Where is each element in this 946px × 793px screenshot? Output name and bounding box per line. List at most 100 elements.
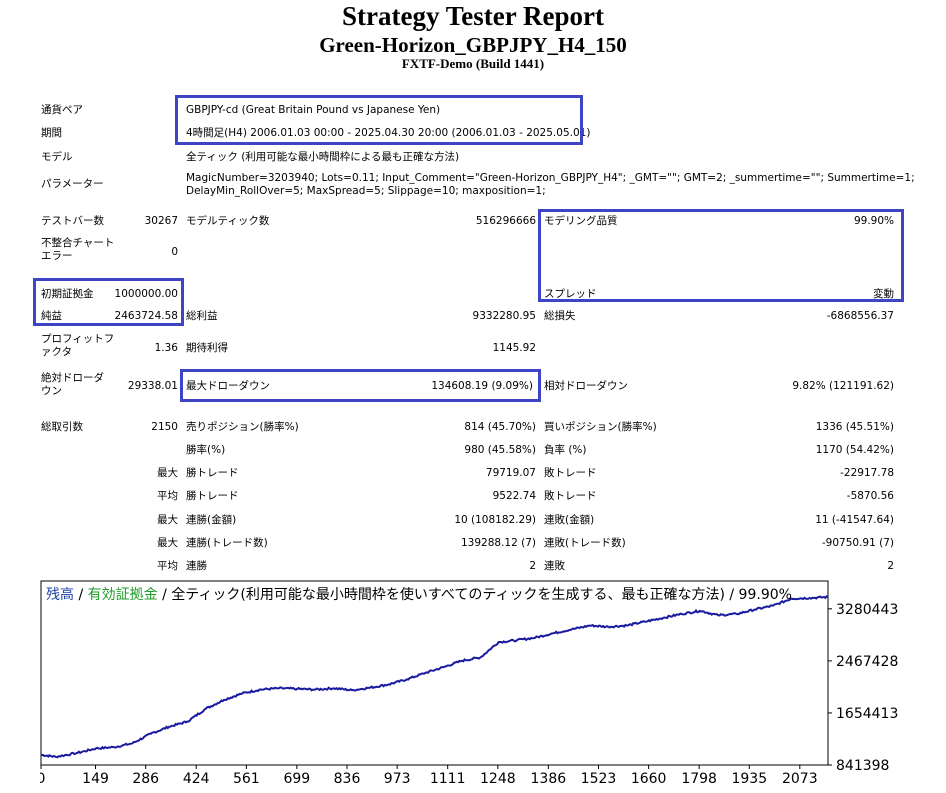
- x-tick-label: 149: [82, 771, 109, 787]
- model-label: モデル: [41, 151, 73, 163]
- x-tick-label: 561: [233, 771, 260, 787]
- loss-rate-value: 1170 (54.42%): [815, 444, 894, 456]
- max-cons-amt-word: 最大: [157, 514, 178, 526]
- report-subtitle: Green-Horizon_GBPJPY_H4_150: [319, 33, 627, 57]
- chart-legend: 残高 / 有効証拠金 / 全ティック(利用可能な最小時間枠を使いすべてのティック…: [46, 584, 792, 604]
- cons-wins-count-label: 連勝(トレード数): [186, 537, 268, 549]
- symbol-period-highlight: [175, 95, 583, 145]
- legend-separator: /: [74, 587, 88, 603]
- quality-spread-highlight: [538, 209, 904, 302]
- x-tick-label: 0: [40, 771, 45, 787]
- period-value: 4時間足(H4) 2006.01.03 00:00 - 2025.04.30 2…: [186, 127, 591, 139]
- cons-wins-count-value: 139288.12 (7): [461, 537, 536, 549]
- x-tick-label: 1798: [681, 771, 717, 787]
- mismatch-label: 不整合チャートエラー: [41, 237, 115, 262]
- model-value: 全ティック (利用可能な最小時間枠による最も正確な方法): [186, 151, 460, 163]
- balance-chart-svg: 3280443 2467428 1654413 841398 0 149 286 424 561…: [40, 580, 898, 787]
- bars-value: 30267: [144, 215, 178, 227]
- max-drawdown-label: 最大ドローダウン: [186, 380, 270, 392]
- long-positions-value: 1336 (45.51%): [815, 421, 894, 433]
- gross-profit-label: 総利益: [186, 310, 218, 322]
- gross-loss-value: -6868556.37: [826, 310, 894, 322]
- rel-drawdown-value: 9.82% (121191.62): [792, 380, 894, 392]
- abs-drawdown-value: 29338.01: [127, 380, 178, 392]
- largest-win-label: 勝トレード: [186, 467, 239, 479]
- largest-word: 最大: [157, 467, 178, 479]
- rel-drawdown-label: 相対ドローダウン: [544, 380, 628, 392]
- legend-description: / 全ティック(利用可能な最小時間枠を使いすべてのティックを生成する、最も正確な…: [157, 587, 792, 603]
- params-label: パラメーター: [41, 178, 104, 190]
- deposit-label: 初期証拠金: [41, 288, 94, 300]
- cons-losses-amount-value: 11 (-41547.64): [815, 514, 894, 526]
- quality-label: モデリング品質: [544, 215, 618, 227]
- balance-line: [40, 594, 829, 759]
- x-tick-label: 424: [183, 771, 210, 787]
- x-tick-label: 1523: [581, 771, 617, 787]
- cons-losses-count-value: -90750.91 (7): [821, 537, 894, 549]
- report-server: FXTF-Demo (Build 1441): [401, 56, 545, 71]
- avg-cons-wins-value: 2: [529, 560, 536, 572]
- cons-wins-amount-label: 連勝(金額): [186, 514, 237, 526]
- spread-value: 変動: [873, 288, 894, 300]
- y-tick-label: 841398: [836, 758, 889, 774]
- x-tick-label: 1111: [430, 771, 466, 787]
- gross-loss-label: 総損失: [544, 310, 576, 322]
- legend-equity: 有効証拠金: [87, 587, 158, 603]
- largest-loss-label: 敗トレード: [544, 467, 597, 479]
- abs-drawdown-label: 絶対ドローダウン: [41, 372, 104, 397]
- average-word: 平均: [157, 490, 178, 502]
- profit-factor-label: プロフィットファクタ: [41, 333, 115, 358]
- x-tick-label: 836: [334, 771, 361, 787]
- quality-value: 99.90%: [853, 215, 894, 227]
- avg-win-value: 9522.74: [492, 490, 536, 502]
- largest-loss-value: -22917.78: [840, 467, 894, 479]
- short-positions-value: 814 (45.70%): [464, 421, 536, 433]
- largest-win-value: 79719.07: [485, 467, 536, 479]
- legend-balance: 残高: [46, 587, 74, 603]
- net-label: 純益: [41, 310, 62, 322]
- ticks-label: モデルティック数: [186, 215, 270, 227]
- win-rate-label: 勝率(%): [186, 444, 226, 456]
- cons-wins-amount-value: 10 (108182.29): [454, 514, 536, 526]
- x-tick-label: 699: [283, 771, 310, 787]
- avg-loss-value: -5870.56: [846, 490, 894, 502]
- bars-label: テストバー数: [41, 215, 104, 227]
- avg-cons-wins-label: 連勝: [186, 560, 207, 572]
- cons-losses-count-label: 連敗(トレード数): [544, 537, 626, 549]
- x-tick-label: 1935: [731, 771, 767, 787]
- loss-rate-label: 負率 (%): [544, 444, 587, 456]
- deposit-value: 1000000.00: [114, 288, 178, 300]
- long-positions-label: 買いポジション(勝率%): [544, 421, 657, 433]
- mismatch-value: 0: [171, 246, 178, 258]
- max-drawdown-highlight: [180, 369, 541, 402]
- y-tick-label: 3280443: [836, 602, 898, 618]
- x-tick-label: 286: [132, 771, 159, 787]
- win-rate-value: 980 (45.58%): [464, 444, 536, 456]
- avg-win-label: 勝トレード: [186, 490, 239, 502]
- x-tick-label: 973: [384, 771, 411, 787]
- gross-profit-value: 9332280.95: [472, 310, 536, 322]
- cons-losses-amount-label: 連敗(金額): [544, 514, 595, 526]
- spread-label: スプレッド: [544, 288, 597, 300]
- profit-factor-value: 1.36: [154, 342, 178, 354]
- short-positions-label: 売りポジション(勝率%): [186, 421, 299, 433]
- avg-cons-word: 平均: [157, 560, 178, 572]
- plot-area: [40, 580, 829, 766]
- deposit-net-highlight: [33, 278, 184, 326]
- avg-cons-losses-label: 連敗: [544, 560, 565, 572]
- avg-loss-label: 敗トレード: [544, 490, 597, 502]
- report-title: Strategy Tester Report: [342, 1, 604, 31]
- params-line-2: DelayMin_RollOver=5; MaxSpread=5; Slippa…: [186, 185, 546, 197]
- balance-chart: 3280443 2467428 1654413 841398 0 149 286 424 561…: [40, 580, 946, 793]
- net-value: 2463724.58: [114, 310, 178, 322]
- avg-cons-losses-value: 2: [887, 560, 894, 572]
- period-label: 期間: [41, 127, 62, 139]
- expected-payoff-label: 期待利得: [186, 342, 228, 354]
- x-tick-label: 1248: [480, 771, 516, 787]
- x-tick-label: 1660: [631, 771, 667, 787]
- y-tick-label: 2467428: [836, 654, 898, 670]
- params-line-1: MagicNumber=3203940; Lots=0.11; Input_Co…: [186, 172, 915, 184]
- x-tick-label: 1386: [531, 771, 567, 787]
- symbol-label: 通貨ペア: [41, 104, 83, 116]
- max-drawdown-value: 134608.19 (9.09%): [431, 380, 533, 392]
